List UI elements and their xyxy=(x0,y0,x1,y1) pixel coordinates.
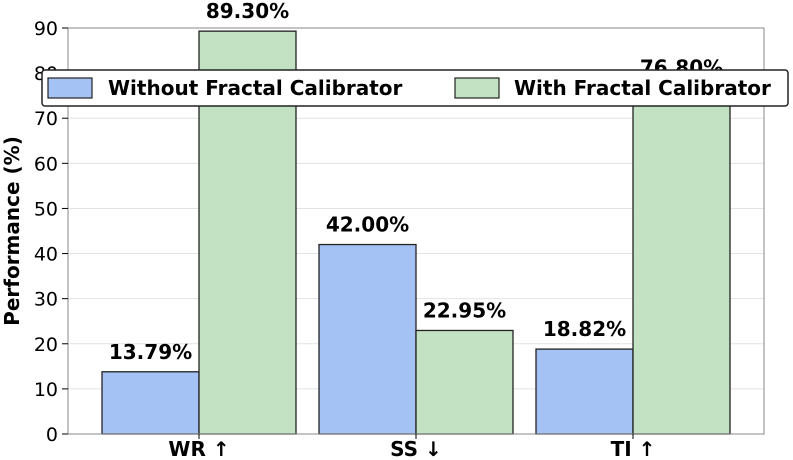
x-tick-label: WR ↑ xyxy=(168,437,229,460)
x-axis-ticks: WR ↑ SS ↓ TI ↑ xyxy=(168,434,655,460)
value-label: 42.00% xyxy=(326,213,409,237)
legend-label-without: Without Fractal Calibrator xyxy=(108,76,403,100)
y-tick-label: 90 xyxy=(34,18,58,40)
y-tick-label: 0 xyxy=(46,424,58,446)
value-label: 89.30% xyxy=(206,0,289,23)
x-tick-label: TI ↑ xyxy=(611,437,656,460)
y-tick-label: 40 xyxy=(34,244,58,266)
y-tick-label: 10 xyxy=(34,379,58,401)
y-tick-label: 20 xyxy=(34,334,58,356)
bar-without-2 xyxy=(535,348,634,435)
legend-swatch-without xyxy=(47,77,93,99)
bar-with-2 xyxy=(632,86,731,435)
bar-without-0 xyxy=(101,371,200,435)
legend-box xyxy=(41,69,789,107)
value-label: 13.79% xyxy=(109,340,192,364)
legend-label-with: With Fractal Calibrator xyxy=(514,76,771,100)
y-tick-label: 70 xyxy=(34,108,58,130)
y-axis-ticks: 0102030405060708090 xyxy=(34,18,68,446)
value-label: 18.82% xyxy=(543,317,626,341)
y-tick-label: 50 xyxy=(34,198,58,220)
legend-swatch-with xyxy=(454,77,500,99)
x-tick-label: SS ↓ xyxy=(390,437,442,460)
y-tick-label: 30 xyxy=(34,289,58,311)
legend: Without Fractal Calibrator With Fractal … xyxy=(41,69,789,107)
bar-without-1 xyxy=(318,243,417,435)
y-tick-label: 60 xyxy=(34,153,58,175)
y-axis-label: Performance (%) xyxy=(0,136,24,326)
value-label: 22.95% xyxy=(423,298,506,322)
bar-with-1 xyxy=(415,329,514,435)
